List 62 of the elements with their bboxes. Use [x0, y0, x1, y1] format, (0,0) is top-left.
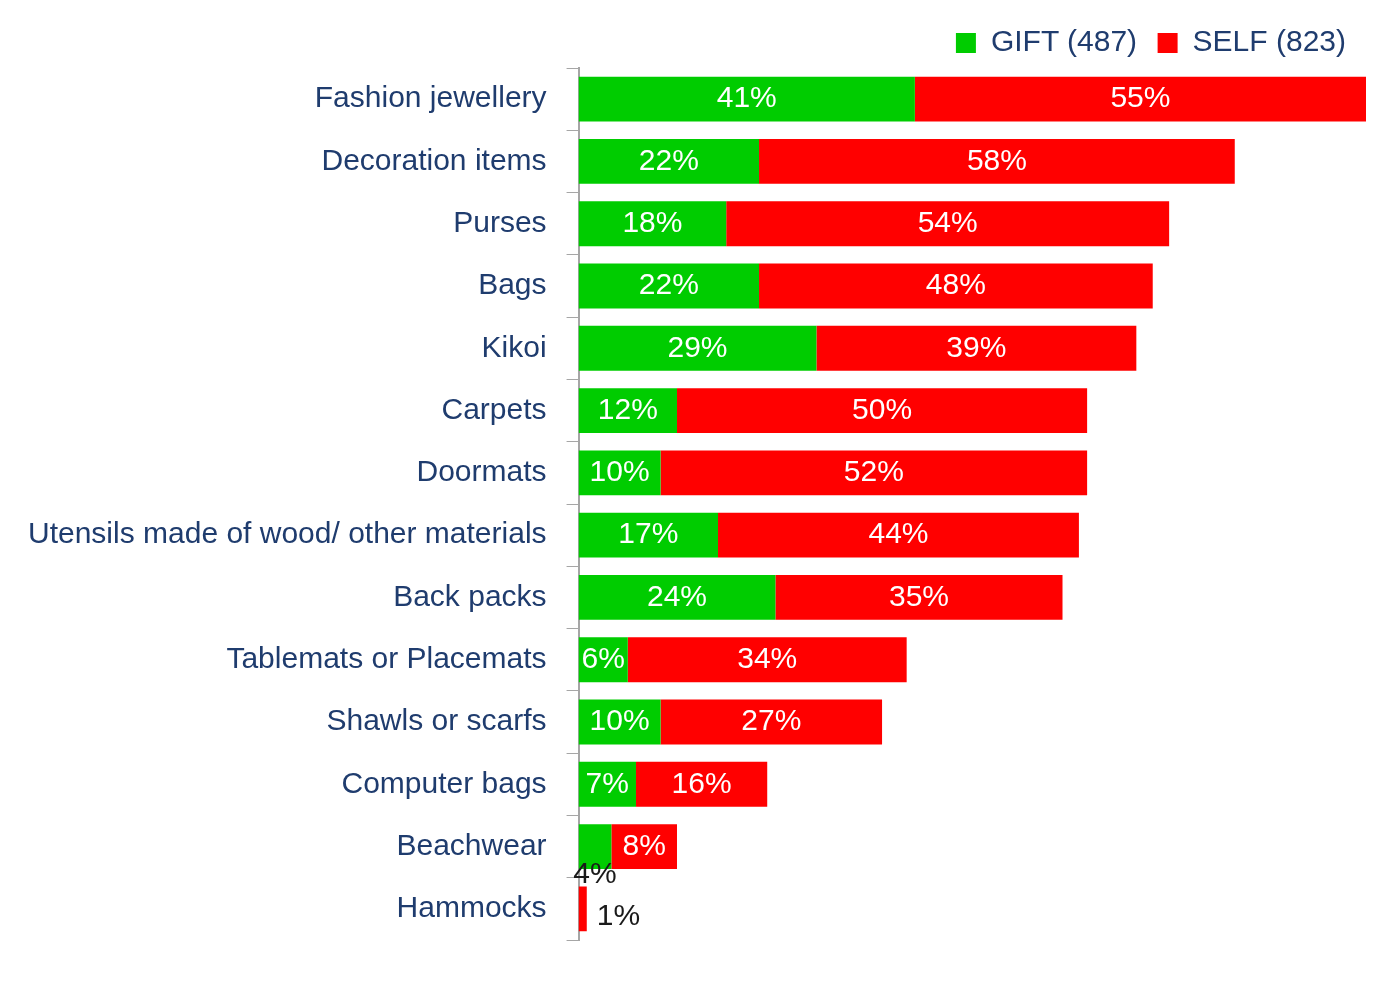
- bar: [627, 637, 907, 683]
- bar: [775, 575, 1063, 620]
- data-label: 55%: [1110, 80, 1171, 114]
- data-label: 7%: [585, 765, 629, 799]
- y-tick-label: Shawls or scarfs: [326, 703, 547, 737]
- bar: [578, 575, 776, 620]
- bar: [578, 512, 719, 558]
- bar: [914, 76, 1366, 122]
- y-tick-label: Purses: [453, 204, 547, 238]
- data-label: 27%: [741, 703, 802, 737]
- y-tick-label: Utensils made of wood/ other materials: [27, 516, 547, 550]
- legend-label: SELF (823): [1192, 24, 1347, 58]
- y-tick-label: Computer bags: [341, 765, 547, 799]
- y-tick-label: Beachwear: [396, 827, 547, 861]
- bar: [635, 761, 768, 807]
- data-label: 16%: [671, 765, 732, 799]
- bar: [578, 76, 915, 122]
- y-tick-label: Back packs: [393, 578, 547, 612]
- data-label: 18%: [622, 204, 683, 238]
- bar: [816, 325, 1137, 371]
- data-label: 10%: [589, 454, 650, 488]
- bar: [759, 263, 1153, 309]
- data-label: 58%: [966, 142, 1027, 176]
- data-label: 8%: [622, 827, 666, 861]
- bar: [759, 139, 1235, 184]
- bar: [718, 512, 1079, 558]
- data-label: 6%: [581, 640, 625, 674]
- data-label: 54%: [917, 204, 978, 238]
- bar: [677, 388, 1088, 433]
- data-label: 17%: [618, 516, 679, 550]
- y-tick-label: Bags: [478, 267, 547, 301]
- y-tick-label: Carpets: [441, 391, 547, 425]
- data-label: 52%: [843, 454, 904, 488]
- bar: [660, 450, 1088, 496]
- data-label: 44%: [868, 516, 929, 550]
- y-tick-label: Tablemats or Placemats: [226, 640, 547, 674]
- bar: [578, 263, 760, 309]
- data-label: 48%: [925, 267, 986, 301]
- y-tick-label: Hammocks: [396, 890, 547, 924]
- bar: [578, 325, 817, 371]
- legend-label: GIFT (487): [990, 24, 1138, 58]
- bar: [578, 139, 760, 184]
- data-label: 10%: [589, 703, 650, 737]
- data-label: 29%: [667, 329, 728, 363]
- data-label: 12%: [597, 391, 658, 425]
- y-tick-label: Kikoi: [481, 329, 547, 363]
- data-label: 22%: [638, 267, 699, 301]
- data-label: 1%: [596, 898, 641, 932]
- bar: [578, 201, 727, 247]
- y-tick-label: Fashion jewellery: [314, 80, 547, 114]
- data-label: 24%: [646, 578, 708, 612]
- data-label: 34%: [737, 640, 798, 674]
- data-label: 41%: [716, 80, 777, 114]
- data-label: 50%: [852, 391, 913, 425]
- bar: [660, 699, 883, 745]
- bar: [578, 886, 587, 932]
- data-label: 22%: [638, 142, 699, 176]
- data-label: 39%: [946, 329, 1007, 363]
- bar: [726, 201, 1170, 247]
- y-tick-label: Doormats: [416, 454, 547, 488]
- y-tick-label: Decoration items: [321, 142, 547, 176]
- data-label: 35%: [888, 578, 949, 612]
